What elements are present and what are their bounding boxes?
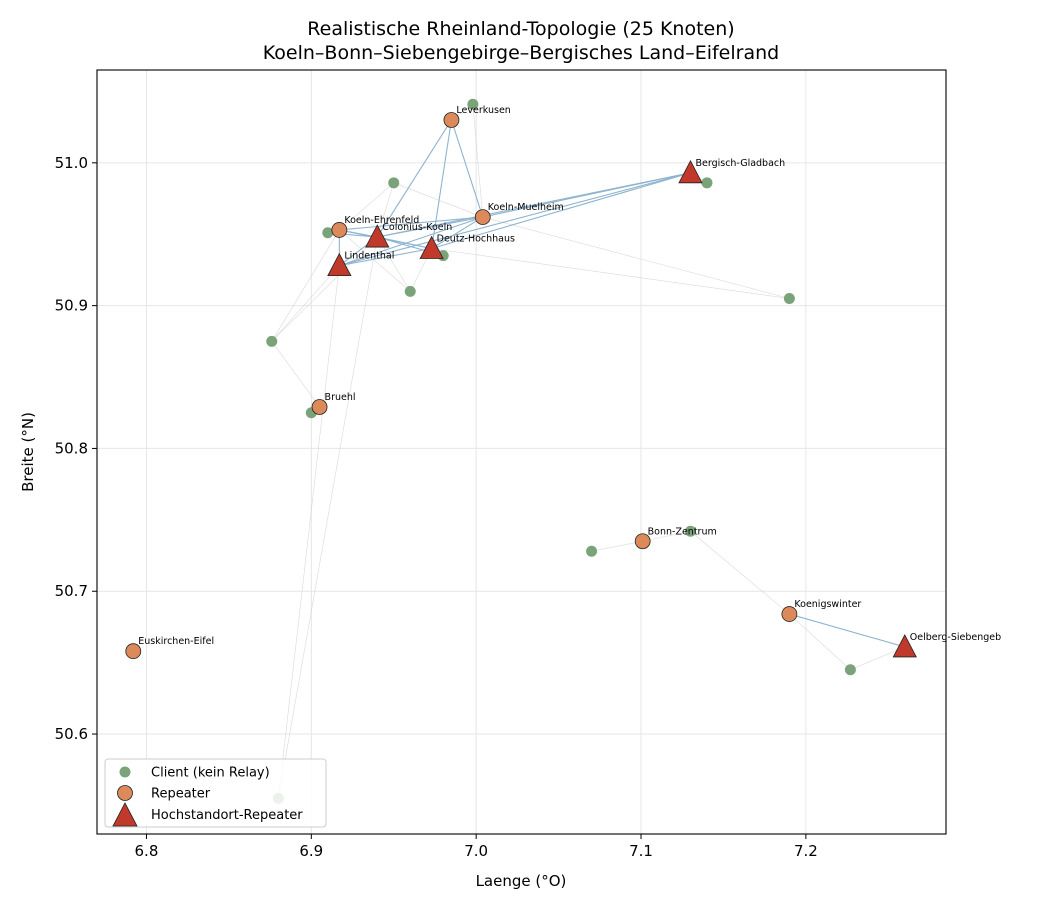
weak-link xyxy=(339,182,394,231)
legend-client-marker xyxy=(119,766,131,778)
repeater-label: Euskirchen-Eifel xyxy=(138,636,214,647)
weak-link xyxy=(591,540,643,552)
plot-frame xyxy=(96,69,947,835)
high-site-label: Oelberg-Siebengeb xyxy=(910,632,1001,643)
high-site-node xyxy=(419,235,444,259)
x-tick-label: 7.2 xyxy=(794,842,818,860)
high-site-node xyxy=(327,252,352,277)
x-tick-label: 7.0 xyxy=(464,842,488,860)
strong-link xyxy=(450,119,484,218)
legend-repeater-label: Repeater xyxy=(151,787,211,802)
repeater-node xyxy=(781,606,798,622)
repeater-node xyxy=(634,533,651,550)
x-tick-label: 6.9 xyxy=(299,842,323,860)
client-node xyxy=(783,292,795,304)
repeater-node xyxy=(443,112,460,128)
weak-link xyxy=(271,265,340,342)
weak-link xyxy=(271,229,340,342)
client-node xyxy=(586,545,598,557)
repeater-label: Koenigswinter xyxy=(794,599,861,610)
x-tick-label: 7.1 xyxy=(629,842,653,860)
strong-link xyxy=(377,236,432,250)
repeater-node xyxy=(125,643,142,660)
high-site-node xyxy=(678,159,703,184)
client-node xyxy=(844,664,856,676)
legend-high-site-label: Hochstandort-Repeater xyxy=(151,808,303,823)
weak-link xyxy=(376,182,395,238)
weak-link xyxy=(850,646,905,671)
chart-subtitle: Koeln–Bonn–Siebengebirge–Bergisches Land… xyxy=(263,42,779,64)
strong-link xyxy=(339,172,691,267)
y-tick-label: 50.6 xyxy=(55,725,88,743)
legend-client-label: Client (kein Relay) xyxy=(151,766,270,781)
legend: Client (kein Relay) Repeater Hochstandor… xyxy=(104,758,327,828)
legend-high-site-marker xyxy=(112,802,138,827)
y-tick-label: 50.8 xyxy=(55,439,88,457)
weak-link xyxy=(482,216,790,299)
high-site-node xyxy=(892,634,917,658)
y-axis-ticks: 50.6 50.7 50.8 50.9 51.0 xyxy=(55,154,97,743)
weak-link xyxy=(339,229,411,292)
strong-link xyxy=(789,613,905,648)
weak-link xyxy=(789,613,851,670)
y-tick-label: 50.9 xyxy=(55,297,88,315)
strong-link xyxy=(339,216,483,231)
repeater-label: Koeln-Muelheim xyxy=(488,202,564,213)
high-site-label: Lindenthal xyxy=(344,251,394,262)
high-site-label: Colonius-Koeln xyxy=(382,222,452,233)
client-node xyxy=(388,177,400,189)
repeater-node xyxy=(331,222,348,238)
strong-link xyxy=(377,216,483,238)
chart-title: Realistische Rheinland-Topologie (25 Kno… xyxy=(307,18,734,40)
weak-link xyxy=(431,248,790,299)
strong-links xyxy=(327,119,905,648)
repeater-node xyxy=(311,399,328,415)
weak-link xyxy=(690,531,790,615)
strong-link xyxy=(339,216,483,267)
legend-box xyxy=(104,758,327,828)
repeater-label: Bruehl xyxy=(325,392,356,403)
strong-link xyxy=(431,172,691,250)
client-node xyxy=(266,335,278,347)
repeater-node xyxy=(474,209,491,225)
x-axis-ticks: 6.8 6.9 7.0 7.1 7.2 xyxy=(135,834,818,860)
strong-link xyxy=(431,119,452,249)
nodes xyxy=(125,98,917,804)
repeater-label: Bonn-Zentrum xyxy=(648,526,717,537)
y-axis-label: Breite (°N) xyxy=(19,412,37,492)
node-labels: Leverkusen Koeln-Muelheim Koeln-Ehrenfeld B… xyxy=(138,105,1001,647)
client-node xyxy=(404,285,416,297)
weak-link xyxy=(271,236,378,342)
repeater-label: Leverkusen xyxy=(456,105,510,116)
client-node xyxy=(701,177,713,189)
high-site-label: Deutz-Hochhaus xyxy=(437,234,515,245)
strong-link xyxy=(482,172,691,218)
high-site-label: Bergisch-Gladbach xyxy=(695,158,785,169)
legend-repeater-marker xyxy=(117,785,133,801)
weak-link xyxy=(278,265,340,799)
x-tick-label: 6.8 xyxy=(135,842,159,860)
y-tick-label: 51.0 xyxy=(55,154,88,172)
y-tick-label: 50.7 xyxy=(55,582,88,600)
weak-link xyxy=(642,530,691,542)
weak-link xyxy=(472,104,484,218)
weak-links xyxy=(271,104,905,799)
strong-link xyxy=(339,247,432,267)
x-axis-label: Laenge (°O) xyxy=(476,872,567,890)
client-node xyxy=(322,227,334,239)
repeater-label: Koeln-Ehrenfeld xyxy=(344,215,419,226)
client-node xyxy=(467,98,479,110)
client-node xyxy=(684,525,696,537)
strong-link xyxy=(431,216,484,249)
weak-link xyxy=(271,341,320,408)
high-site-node xyxy=(365,224,390,248)
weak-link xyxy=(278,237,378,799)
strong-link xyxy=(376,119,452,238)
